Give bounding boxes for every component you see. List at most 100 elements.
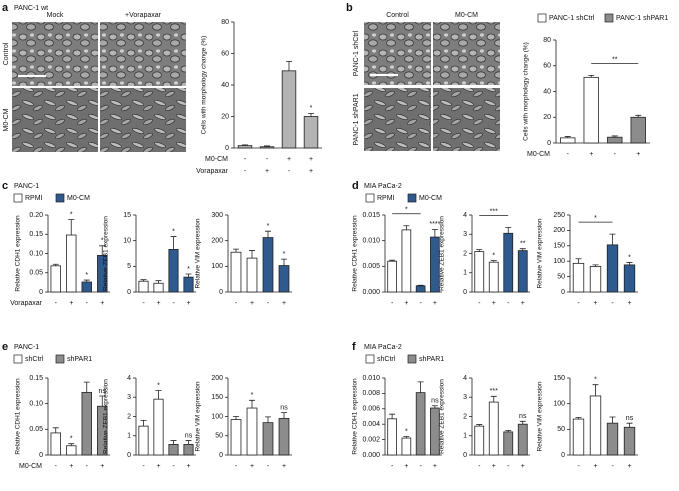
condition-sign: - xyxy=(55,463,58,470)
micrograph xyxy=(100,88,186,152)
panel-label: b xyxy=(346,2,353,14)
significance: * xyxy=(187,266,190,273)
y-tick-label: 0.000 xyxy=(362,289,380,296)
y-tick-label: 0.008 xyxy=(362,390,380,397)
significance: * xyxy=(492,252,495,259)
bar xyxy=(503,232,514,293)
bar xyxy=(488,401,499,456)
condition-sign: - xyxy=(614,151,617,158)
y-tick-label: 0 xyxy=(225,145,229,152)
y-tick-label: 150 xyxy=(553,375,565,382)
error-bar xyxy=(286,60,292,71)
y-tick-label: 50 xyxy=(557,426,565,433)
significance: * xyxy=(628,254,631,261)
y-tick-label: 300 xyxy=(211,212,223,219)
cell-line: PANC-1 xyxy=(14,344,39,351)
condition-sign: - xyxy=(86,463,89,470)
condition-sign: - xyxy=(244,168,247,175)
bar xyxy=(138,425,149,456)
error-bar xyxy=(83,381,90,393)
y-tick-label: 1 xyxy=(463,433,467,440)
legend-swatch xyxy=(13,354,23,364)
condition-sign: + xyxy=(265,168,269,175)
condition-sign: - xyxy=(611,300,614,307)
bar xyxy=(474,251,485,293)
y-tick-label: 0.000 xyxy=(362,452,380,459)
micrograph xyxy=(433,22,500,85)
y-tick-label: 0.05 xyxy=(29,426,43,433)
y-tick-label: 2 xyxy=(127,413,131,420)
bar xyxy=(387,260,397,293)
condition-sign: + xyxy=(100,463,104,470)
y-axis-label: Relative VIM expression xyxy=(537,218,544,288)
error-bar xyxy=(505,429,512,432)
panel-label: e xyxy=(2,341,8,353)
legend-label: M0-CM xyxy=(419,195,442,202)
legend-swatch xyxy=(407,193,417,203)
legend-swatch xyxy=(537,13,547,23)
image-column-label: M0-CM xyxy=(455,12,478,19)
significance: *** xyxy=(490,388,498,395)
condition-sign: - xyxy=(267,463,270,470)
legend-label: shCtrl xyxy=(25,356,44,363)
condition-sign: - xyxy=(172,463,175,470)
error-bar xyxy=(592,264,599,267)
bar xyxy=(246,257,258,293)
y-tick-label: 0.005 xyxy=(362,263,380,270)
significance: * xyxy=(85,272,88,279)
bar xyxy=(517,423,528,456)
condition-sign: - xyxy=(244,156,247,163)
y-axis-label: Relative CDH1 expression xyxy=(352,215,359,292)
bar xyxy=(153,398,164,456)
y-tick-label: 100 xyxy=(211,263,223,270)
legend-label: RPMI xyxy=(25,195,43,202)
bar xyxy=(262,422,274,456)
error-bar xyxy=(611,135,618,138)
error-bar xyxy=(519,248,526,251)
bar xyxy=(415,285,426,293)
y-tick-label: 0.20 xyxy=(29,212,43,219)
bar xyxy=(81,281,92,293)
error-bar xyxy=(609,416,616,424)
bar xyxy=(606,244,619,293)
y-tick-label: 0 xyxy=(127,452,131,459)
y-tick-label: 150 xyxy=(553,243,565,250)
y-tick-label: 150 xyxy=(211,394,223,401)
significance: * xyxy=(310,105,313,112)
condition-sign: - xyxy=(419,463,422,470)
error-bar xyxy=(242,144,248,146)
condition-sign: - xyxy=(419,300,422,307)
legend-swatch xyxy=(407,354,417,364)
y-tick-label: 60 xyxy=(221,50,229,57)
bar xyxy=(572,418,585,456)
bar xyxy=(50,265,61,293)
bar xyxy=(262,237,274,293)
significance: * xyxy=(70,436,73,443)
error-bar xyxy=(155,280,162,284)
significance: * xyxy=(283,251,286,258)
bar xyxy=(183,444,194,456)
condition-sign: + xyxy=(589,151,593,158)
image-column-label: Control xyxy=(386,12,409,19)
y-tick-label: 20 xyxy=(221,113,229,120)
y-tick-label: 40 xyxy=(221,82,229,89)
bar xyxy=(168,248,179,293)
micrograph xyxy=(12,88,98,152)
condition-sign: + xyxy=(492,300,496,307)
condition-sign: + xyxy=(156,300,160,307)
condition-sign: - xyxy=(172,300,175,307)
error-bar xyxy=(140,419,147,427)
y-tick-label: 1 xyxy=(127,433,131,440)
bar xyxy=(50,432,61,456)
bar xyxy=(560,137,576,144)
significance: ns xyxy=(431,398,439,405)
y-tick-label: 3 xyxy=(463,231,467,238)
y-tick-label: 4 xyxy=(127,375,131,382)
condition-label: Vorapaxar xyxy=(10,300,43,307)
significance: ns xyxy=(185,432,193,439)
condition-sign: + xyxy=(69,300,73,307)
image-row-label: PANC-1 shCtrl xyxy=(353,30,360,76)
condition-sign: - xyxy=(577,463,580,470)
condition-sign: - xyxy=(391,463,394,470)
bar xyxy=(607,136,623,144)
